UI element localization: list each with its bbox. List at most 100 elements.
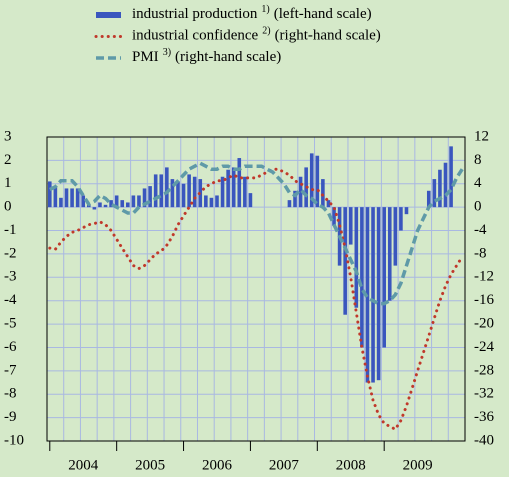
y2-tick-label: -16: [474, 292, 494, 308]
bar: [59, 197, 63, 208]
y-tick-label: 1: [4, 175, 12, 191]
y2-tick-label: -32: [474, 386, 494, 402]
legend-name: PMI: [132, 49, 159, 65]
bar: [226, 169, 230, 208]
bar: [215, 195, 219, 208]
x-tick-label: 2008: [336, 457, 366, 473]
bar: [159, 174, 164, 208]
y2-tick-label: -12: [474, 269, 494, 285]
bar: [231, 167, 236, 208]
bar: [438, 169, 442, 208]
bar: [81, 195, 86, 208]
legend-entry: industrial production 1) (left-hand scale): [132, 4, 372, 22]
y-tick-label: -9: [4, 409, 17, 425]
bar: [148, 186, 152, 208]
bar: [432, 179, 437, 208]
y-tick-label: 2: [4, 152, 12, 168]
line: [48, 167, 464, 432]
bar: [343, 207, 347, 315]
y2-tick-label: 8: [474, 152, 482, 168]
bar: [426, 190, 431, 208]
bar: [47, 181, 52, 208]
bar: [131, 195, 136, 208]
bar: [209, 197, 214, 208]
bar: [165, 167, 169, 208]
y2-tick-label: 4: [474, 175, 482, 191]
bar: [70, 188, 74, 208]
bar: [382, 207, 386, 348]
bar: [114, 195, 119, 208]
bar: [109, 200, 113, 208]
bar: [449, 146, 453, 208]
legend-name: industrial confidence: [132, 28, 259, 44]
bar: [360, 207, 364, 348]
bar: [404, 207, 409, 215]
bar: [92, 207, 97, 210]
bar: [287, 200, 292, 208]
bar: [376, 207, 381, 381]
bar: [170, 179, 175, 208]
bar: [248, 193, 253, 208]
legend-scale-note: (left-hand scale): [274, 6, 372, 22]
bar: [354, 207, 359, 308]
y-tick-label: -7: [4, 362, 17, 378]
line: [48, 161, 464, 306]
y2-tick-label: 0: [474, 199, 482, 215]
bar: [137, 195, 141, 208]
y2-tick-label: -36: [474, 409, 494, 425]
y-tick-label: -1: [4, 222, 17, 238]
bar: [181, 183, 186, 208]
bar: [53, 186, 58, 208]
bar: [153, 174, 158, 208]
y-tick-label: 3: [4, 128, 12, 144]
x-tick-label: 2007: [269, 457, 300, 473]
y-tick-label: -8: [4, 386, 17, 402]
legend-name: industrial production: [132, 6, 258, 22]
bar: [75, 188, 80, 208]
bar: [142, 188, 147, 208]
y-tick-label: -4: [4, 292, 17, 308]
bar: [387, 207, 392, 301]
y-tick-label: -5: [4, 316, 17, 332]
bar: [399, 207, 403, 231]
bar: [443, 162, 448, 208]
legend-footnote: 2): [262, 26, 270, 37]
bar: [103, 204, 108, 208]
y2-tick-label: -40: [474, 432, 494, 448]
legend-entry: industrial confidence 2) (right-hand scale…: [132, 26, 381, 44]
y2-tick-label: -24: [474, 339, 494, 355]
bar: [348, 207, 353, 245]
x-tick-label: 2005: [135, 457, 165, 473]
bar: [293, 190, 297, 208]
legend-scale-note: (right-hand scale): [175, 49, 281, 65]
legend-footnote: 1): [261, 4, 269, 15]
bar: [98, 202, 102, 208]
y2-tick-label: -8: [474, 245, 487, 261]
bar: [321, 179, 325, 208]
bar: [243, 176, 247, 208]
y-tick-label: -6: [4, 339, 17, 355]
bar: [315, 155, 320, 208]
plot-frame: [46, 136, 466, 442]
bar: [204, 195, 208, 208]
y-tick-label: -3: [4, 269, 17, 285]
bar: [237, 158, 242, 208]
bar: [187, 174, 191, 208]
y2-tick-label: 12: [474, 128, 489, 144]
legend-scale-note: (right-hand scale): [275, 28, 381, 44]
y2-tick-label: -4: [474, 222, 487, 238]
legend-footnote: 3): [163, 47, 171, 58]
bar: [326, 200, 331, 208]
y2-tick-label: -20: [474, 316, 494, 332]
bar: [393, 207, 398, 266]
y-tick-label: 0: [4, 199, 12, 215]
legend-entry: PMI 3) (right-hand scale): [132, 47, 281, 65]
y-tick-label: -2: [4, 245, 17, 261]
x-tick-label: 2009: [403, 457, 433, 473]
bar: [120, 200, 125, 208]
bar: [126, 202, 130, 208]
bar: [176, 181, 180, 208]
bar: [309, 153, 314, 208]
x-tick-label: 2004: [68, 457, 99, 473]
